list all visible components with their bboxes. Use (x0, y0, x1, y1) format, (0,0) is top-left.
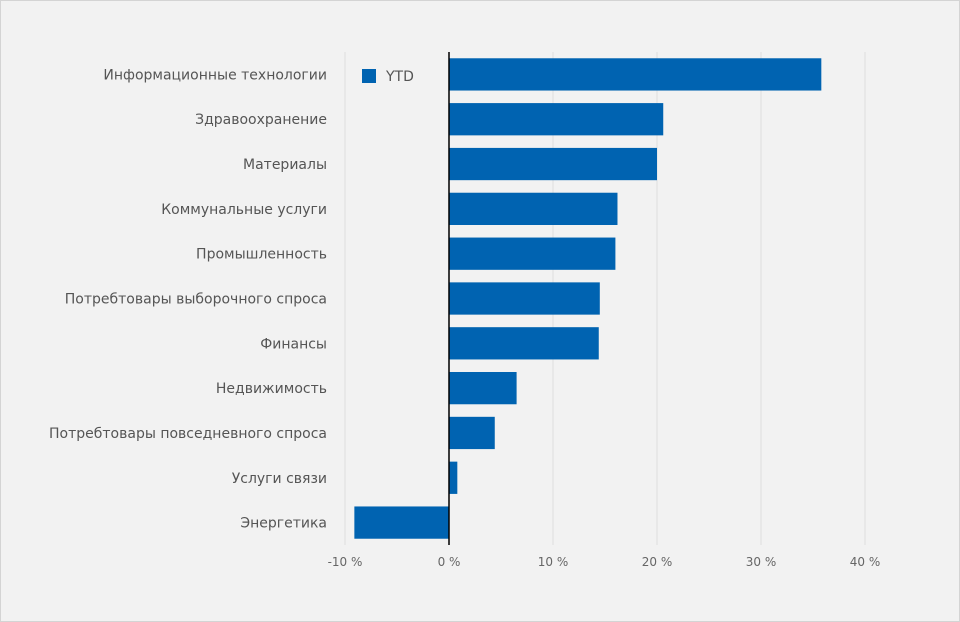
bar[interactable] (449, 416, 495, 450)
category-label: Энергетика (240, 516, 327, 532)
category-label: Финансы (260, 336, 327, 352)
x-tick-label: 10 % (538, 555, 569, 569)
category-label: Материалы (243, 157, 327, 173)
bar[interactable] (449, 103, 664, 136)
bar[interactable] (449, 372, 517, 405)
bar[interactable] (354, 506, 449, 539)
bar[interactable] (449, 237, 616, 270)
x-tick-labels: -10 % 0 % 10 % 20 % 30 % 40 % (328, 555, 881, 569)
bars (354, 58, 822, 539)
bar[interactable] (449, 147, 657, 181)
x-tick-label: -10 % (328, 555, 363, 569)
x-tick-label: 30 % (746, 555, 777, 569)
category-label: Потребтовары повседневного спроса (49, 426, 327, 442)
bar[interactable] (449, 461, 458, 494)
category-label: Здравоохранение (195, 112, 327, 128)
legend: YTD (362, 69, 414, 85)
bar[interactable] (449, 58, 822, 91)
category-label: Коммунальные услуги (161, 202, 327, 218)
category-label: Информационные технологии (103, 67, 327, 83)
legend-swatch-ytd[interactable] (362, 69, 376, 83)
category-labels: Информационные технологии Здравоохранение… (49, 67, 327, 531)
x-tick-label: 20 % (642, 555, 673, 569)
bar[interactable] (449, 192, 618, 225)
x-tick-label: 40 % (850, 555, 881, 569)
bar[interactable] (449, 282, 600, 315)
bar[interactable] (449, 327, 599, 360)
x-tick-label: 0 % (438, 555, 461, 569)
category-label: Недвижимость (216, 381, 327, 397)
category-label: Потребтовары выборочного спроса (65, 292, 327, 308)
category-label: Промышленность (196, 247, 327, 263)
category-label: Услуги связи (232, 471, 327, 487)
legend-label-ytd[interactable]: YTD (385, 69, 414, 85)
